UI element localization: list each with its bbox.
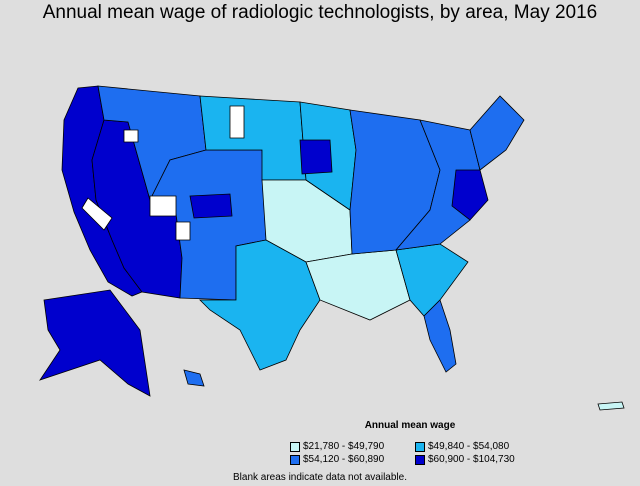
blank-area-montana-blank <box>229 105 245 139</box>
region-puerto-rico <box>597 401 625 411</box>
legend-item-4: $60,900 - $104,730 <box>415 454 555 465</box>
legend-label-4: $60,900 - $104,730 <box>428 454 515 465</box>
legend-swatch-4 <box>415 454 425 465</box>
region-colorado-front-range <box>189 193 233 219</box>
region-alaska <box>39 289 151 397</box>
region-hawaii <box>183 369 205 387</box>
region-southeast <box>395 243 469 317</box>
region-florida <box>423 299 457 373</box>
legend-swatch-2 <box>415 441 425 452</box>
legend-swatch-1 <box>290 441 300 452</box>
legend: Annual mean wage $21,780 - $49,790 $49,8… <box>290 420 580 465</box>
region-south-central <box>305 249 411 321</box>
blank-area-utah-blank <box>175 221 191 241</box>
legend-item-2: $49,840 - $54,080 <box>415 441 555 452</box>
region-new-england <box>469 95 525 171</box>
legend-label-2: $49,840 - $54,080 <box>428 441 510 452</box>
legend-grid: $21,780 - $49,790 $49,840 - $54,080 $54,… <box>290 441 580 465</box>
map-title: Annual mean wage of radiologic technolog… <box>42 2 598 23</box>
blank-area-nevada-blank <box>81 197 113 231</box>
region-texas <box>199 239 321 371</box>
footnote: Blank areas indicate data not available. <box>232 472 407 483</box>
legend-title: Annual mean wage <box>364 420 456 431</box>
region-mid-atlantic-metro <box>451 169 489 221</box>
blank-area-idaho-blank <box>123 129 139 143</box>
legend-item-1: $21,780 - $49,790 <box>290 441 415 452</box>
legend-item-3: $54,120 - $60,890 <box>290 454 415 465</box>
region-minnesota-metro <box>299 139 333 175</box>
legend-swatch-3 <box>290 454 300 465</box>
legend-label-1: $21,780 - $49,790 <box>303 441 385 452</box>
legend-label-3: $54,120 - $60,890 <box>303 454 385 465</box>
blank-area-wyoming-blank <box>149 195 177 217</box>
